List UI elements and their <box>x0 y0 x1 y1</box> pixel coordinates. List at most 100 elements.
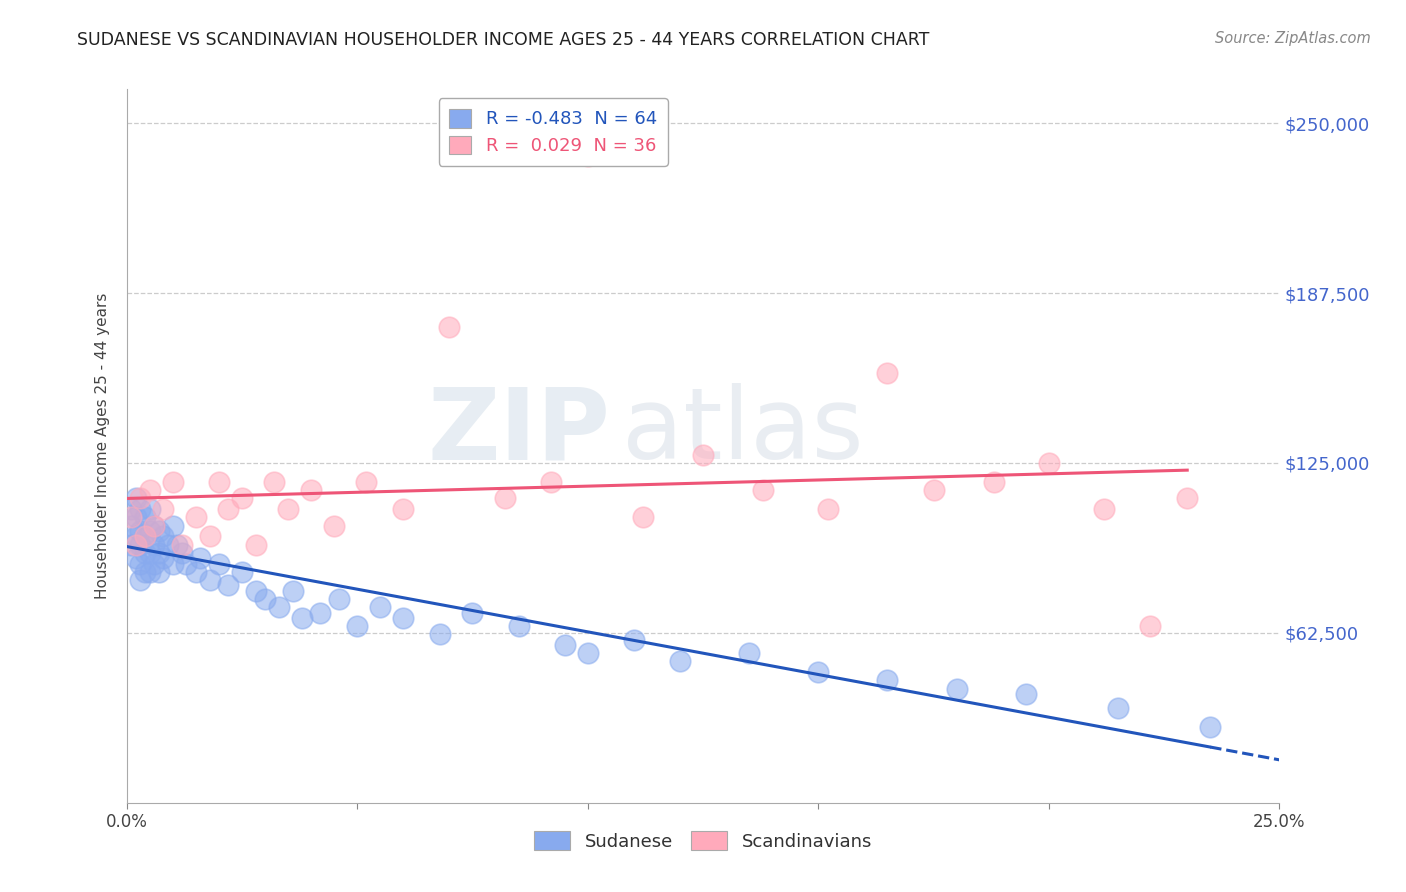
Point <box>162 518 184 533</box>
Point <box>125 537 148 551</box>
Point <box>184 510 207 524</box>
Y-axis label: Householder Income Ages 25 - 44 years: Householder Income Ages 25 - 44 years <box>94 293 110 599</box>
Point <box>231 491 253 506</box>
Point <box>738 646 761 660</box>
Point <box>138 565 160 579</box>
Legend: Sudanese, Scandinavians: Sudanese, Scandinavians <box>527 824 879 858</box>
Point <box>198 573 221 587</box>
Point <box>125 491 148 506</box>
Point <box>138 546 160 560</box>
Point <box>170 546 193 560</box>
Point <box>152 502 174 516</box>
Point <box>439 320 461 334</box>
Point <box>494 491 516 506</box>
Point <box>540 475 562 489</box>
Point <box>170 537 193 551</box>
Point <box>807 665 830 680</box>
Point <box>129 524 152 538</box>
Point <box>461 606 484 620</box>
Point <box>162 475 184 489</box>
Point <box>129 491 152 506</box>
Text: ZIP: ZIP <box>427 384 610 480</box>
Point <box>152 529 174 543</box>
Point <box>1092 502 1115 516</box>
Point <box>143 537 166 551</box>
Point <box>508 619 530 633</box>
Point <box>554 638 576 652</box>
Point <box>120 537 142 551</box>
Point <box>309 606 332 620</box>
Point <box>134 529 156 543</box>
Point <box>323 518 346 533</box>
Point <box>129 557 152 571</box>
Text: atlas: atlas <box>623 384 863 480</box>
Point <box>134 529 156 543</box>
Point <box>148 565 170 579</box>
Point <box>277 502 299 516</box>
Point <box>281 583 304 598</box>
Point <box>143 518 166 533</box>
Point <box>208 557 231 571</box>
Point <box>134 565 156 579</box>
Point <box>184 565 207 579</box>
Point <box>125 529 148 543</box>
Point <box>217 502 239 516</box>
Point <box>291 611 314 625</box>
Point <box>143 557 166 571</box>
Point <box>138 483 160 498</box>
Point <box>157 537 180 551</box>
Point <box>120 510 142 524</box>
Point <box>876 366 898 380</box>
Point <box>1015 687 1038 701</box>
Point <box>876 673 898 688</box>
Point <box>134 510 156 524</box>
Point <box>125 551 148 566</box>
Point <box>217 578 239 592</box>
Point <box>138 502 160 516</box>
Point <box>148 546 170 560</box>
Point <box>945 681 967 696</box>
Point <box>129 537 152 551</box>
Point <box>143 518 166 533</box>
Point <box>125 510 148 524</box>
Point <box>267 600 290 615</box>
Point <box>208 475 231 489</box>
Point <box>1139 619 1161 633</box>
Point <box>245 583 267 598</box>
Point <box>152 551 174 566</box>
Point <box>1175 491 1198 506</box>
Point <box>356 475 378 489</box>
Point <box>631 510 654 524</box>
Point <box>245 537 267 551</box>
Point <box>817 502 839 516</box>
Point <box>120 502 142 516</box>
Point <box>429 627 451 641</box>
Point <box>166 537 188 551</box>
Point <box>1199 720 1222 734</box>
Point <box>162 557 184 571</box>
Point <box>129 573 152 587</box>
Text: Source: ZipAtlas.com: Source: ZipAtlas.com <box>1215 31 1371 46</box>
Point <box>328 591 350 606</box>
Point <box>669 655 692 669</box>
Point <box>392 502 415 516</box>
Point <box>368 600 391 615</box>
Point <box>922 483 945 498</box>
Point <box>198 529 221 543</box>
Point <box>148 524 170 538</box>
Point <box>129 502 152 516</box>
Point <box>299 483 322 498</box>
Point <box>346 619 368 633</box>
Point <box>983 475 1005 489</box>
Point <box>134 546 156 560</box>
Point <box>392 611 415 625</box>
Point <box>692 448 714 462</box>
Point <box>176 557 198 571</box>
Point <box>263 475 285 489</box>
Point <box>1107 700 1129 714</box>
Point <box>253 591 276 606</box>
Point <box>188 551 211 566</box>
Point <box>576 646 599 660</box>
Point <box>752 483 775 498</box>
Point <box>623 632 645 647</box>
